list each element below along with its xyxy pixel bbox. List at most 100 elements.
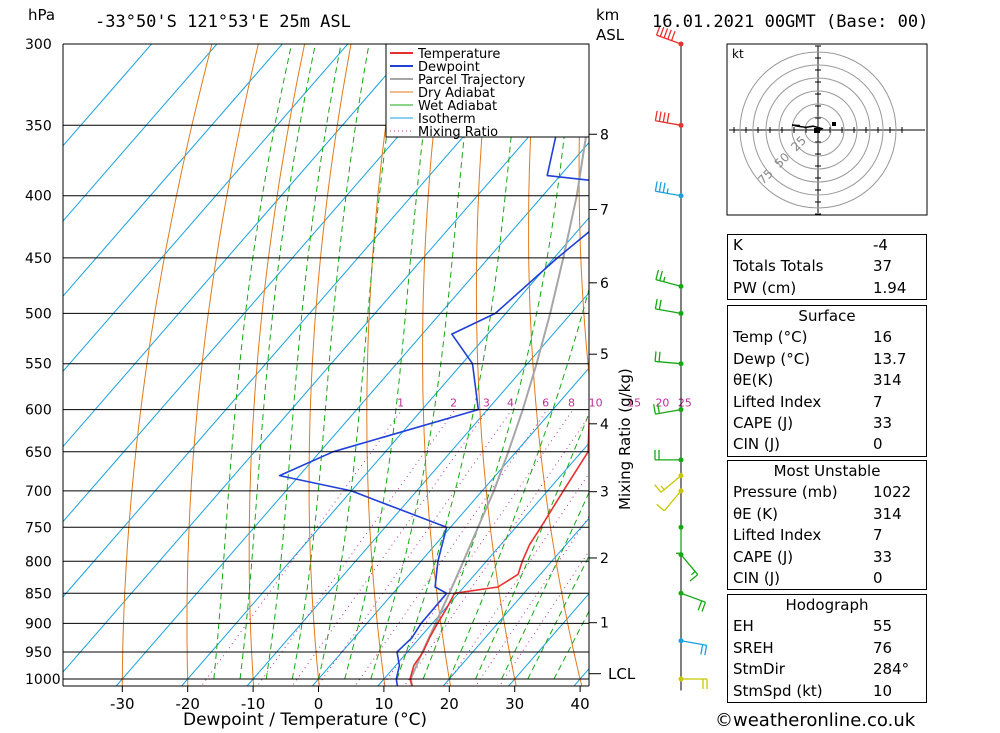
legend-temperature: Temperature <box>417 47 500 62</box>
x-tick-label: 0 <box>314 695 324 713</box>
dry-adiabat-line <box>528 44 583 686</box>
indices-table: K -4 Totals Totals 37 PW (cm) 1.94 <box>727 234 927 301</box>
mixing-ratio-label: 20 <box>655 397 669 410</box>
surface-li-label: Lifted Index <box>733 392 822 411</box>
mu-cin-value: 0 <box>873 568 883 587</box>
wind-barb-flag <box>654 298 658 310</box>
km-tick-label: 8 <box>600 127 609 143</box>
surface-theta-e-label: θE(K) <box>733 371 774 390</box>
location-title: -33°50'S 121°53'E 25m ASL <box>95 12 351 32</box>
km-tick-label: 3 <box>600 485 609 501</box>
surface-temp-label: Temp (°C) <box>733 328 808 347</box>
wind-barb-flag <box>653 404 657 415</box>
wind-barb-shaft <box>680 640 707 646</box>
most-unstable-title: Most Unstable <box>773 462 881 480</box>
km-unit-label: km <box>596 6 619 24</box>
mixing-ratio-line <box>200 409 403 686</box>
wind-barb-flag <box>658 111 662 122</box>
hpa-unit-label: hPa <box>28 6 55 24</box>
hodograph-ring-label: 50 <box>772 150 793 171</box>
sreh-row: SREH 76 <box>728 638 926 659</box>
hodograph-unit: kt <box>732 47 744 61</box>
hodograph-marker <box>832 122 836 126</box>
sreh-value: 76 <box>873 638 893 657</box>
stmspd-value: 10 <box>873 681 893 700</box>
mixing-ratio-axis-label: Mixing Ratio (g/kg) <box>616 368 634 510</box>
eh-value: 55 <box>873 617 893 636</box>
wind-barb-flag <box>700 644 704 655</box>
wind-barb-flag <box>654 110 658 121</box>
mixing-ratio-label: 2 <box>450 397 457 410</box>
dry-adiabat-line <box>308 44 352 686</box>
dry-adiabat-line <box>475 44 517 686</box>
wind-barb-flag <box>689 574 699 582</box>
surface-cape-row: CAPE (J) 33 <box>728 413 926 434</box>
pressure-tick-label: 300 <box>25 37 52 53</box>
km-tick-label: 1 <box>600 616 609 632</box>
wind-barb-shaft <box>680 592 706 603</box>
hodograph-ring <box>752 64 884 196</box>
stmdir-row: StmDir 284° <box>728 659 926 680</box>
surface-temp-row: Temp (°C) 16 <box>728 327 926 348</box>
isotherm-line <box>63 44 218 222</box>
mixing-ratio-line <box>317 409 513 686</box>
x-tick-label: 20 <box>440 695 459 713</box>
hodograph-params-table: Hodograph EH 55 SREH 76 StmDir 284° StmSpd … <box>727 594 927 703</box>
mu-cin-label: CIN (J) <box>733 568 781 587</box>
pressure-tick-label: 600 <box>25 403 52 419</box>
pressure-tick-label: 800 <box>25 554 52 570</box>
surface-li-value: 7 <box>873 392 883 411</box>
isotherm-line <box>442 517 589 686</box>
asl-unit-label: ASL <box>596 26 625 44</box>
wet-adiabat-line <box>501 491 589 680</box>
legend-dry-adiabat: Dry Adiabat <box>418 86 495 101</box>
hodograph-ring <box>765 77 871 183</box>
eh-label: EH <box>733 617 754 636</box>
pressure-tick-label: 900 <box>25 616 52 632</box>
wet-adiabat-line <box>396 44 522 680</box>
wind-barb-flag <box>697 600 703 611</box>
surface-cin-label: CIN (J) <box>733 435 781 454</box>
wind-barb-flag <box>662 182 666 193</box>
wind-barb-shaft <box>655 360 682 365</box>
wind-barb-flag <box>704 645 708 656</box>
hodograph-ring-label: 75 <box>755 166 776 187</box>
km-tick-label: 6 <box>600 276 609 292</box>
x-tick-label: 40 <box>571 695 590 713</box>
mu-theta-e-value: 314 <box>873 504 902 523</box>
pw-value: 1.94 <box>873 278 907 297</box>
mixing-ratio-label: 4 <box>507 397 514 410</box>
wind-barb-flag <box>655 25 661 36</box>
wind-barb-flag <box>659 270 663 281</box>
wind-barb-flag <box>666 112 670 123</box>
wind-barb-half-flag <box>660 485 665 491</box>
mu-cin-row: CIN (J) 0 <box>728 568 926 589</box>
mu-li-value: 7 <box>873 526 883 545</box>
mu-pressure-row: Pressure (mb) 1022 <box>728 482 926 503</box>
pw-row: PW (cm) 1.94 <box>728 278 926 299</box>
mu-li-row: Lifted Index 7 <box>728 525 926 546</box>
surface-temp-value: 16 <box>873 328 893 347</box>
pressure-tick-label: 700 <box>25 484 52 500</box>
surface-theta-e-row: θE(K) 314 <box>728 370 926 391</box>
legend-wet-adiabat: Wet Adiabat <box>418 99 497 114</box>
pressure-tick-label: 650 <box>25 445 52 461</box>
mu-pressure-label: Pressure (mb) <box>733 483 838 502</box>
x-axis-label: Dewpoint / Temperature (°C) <box>183 710 427 730</box>
wet-adiabat-line <box>265 44 342 680</box>
eh-row: EH 55 <box>728 616 926 637</box>
surface-table: Surface Temp (°C) 16 Dewp (°C) 13.7 θE(K) 3… <box>727 305 927 457</box>
wind-barb-flag <box>654 351 657 362</box>
mixing-ratio-label: 3 <box>483 397 490 410</box>
wet-adiabat-line <box>291 44 370 680</box>
x-tick-label: -20 <box>175 695 200 713</box>
wind-barb-flag <box>670 30 676 41</box>
wind-barb-shaft <box>663 490 682 512</box>
wind-barb-flag <box>701 601 707 612</box>
k-index-value: -4 <box>873 236 888 254</box>
totals-totals-value: 37 <box>873 257 893 276</box>
k-index-row: K -4 <box>728 235 926 256</box>
x-tick-label: -10 <box>241 695 266 713</box>
hodograph-ring <box>804 116 832 144</box>
stmspd-label: StmSpd (kt) <box>733 681 823 700</box>
